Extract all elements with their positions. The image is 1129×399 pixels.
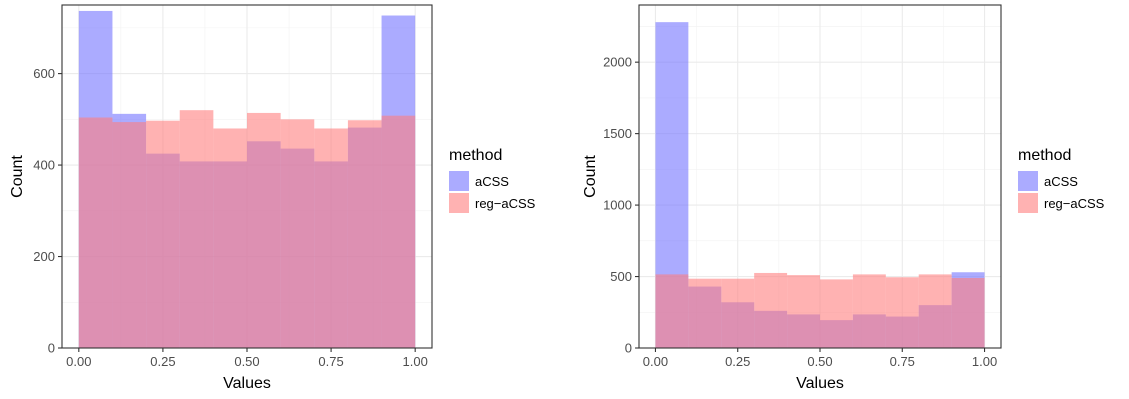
histogram-bar-reg-acss bbox=[852, 274, 886, 348]
x-tick-label: 0.75 bbox=[890, 354, 915, 369]
y-tick-label: 1500 bbox=[603, 126, 632, 141]
legend-title: method bbox=[1018, 147, 1071, 164]
y-tick-label: 2000 bbox=[603, 55, 632, 70]
legend-swatch-acss bbox=[449, 171, 469, 191]
x-tick-label: 1.00 bbox=[972, 354, 997, 369]
x-tick-label: 0.00 bbox=[643, 354, 668, 369]
x-tick-label: 0.75 bbox=[318, 354, 343, 369]
histogram-bar-reg-acss bbox=[721, 278, 755, 348]
histogram-panel-left: 0 200 400 600 0.00 0.25 0.50 0.75 1.00 Values Coun… bbox=[0, 0, 564, 394]
y-tick-label: 200 bbox=[33, 249, 55, 264]
histogram-bar-reg-acss bbox=[655, 274, 689, 348]
x-tick-label: 0.00 bbox=[66, 354, 91, 369]
y-tick-label: 500 bbox=[610, 269, 632, 284]
legend-swatch-reg-acss bbox=[1018, 193, 1038, 213]
histogram-bar-reg-acss bbox=[179, 110, 214, 348]
legend-label-acss: aCSS bbox=[1044, 174, 1078, 189]
x-tick-label: 0.25 bbox=[725, 354, 750, 369]
histogram-bar-reg-acss bbox=[754, 272, 788, 348]
histogram-bar-reg-acss bbox=[918, 274, 952, 348]
histogram-bar-reg-acss bbox=[347, 120, 382, 348]
histogram-bar-reg-acss bbox=[78, 117, 113, 348]
x-axis-title: Values bbox=[796, 375, 844, 392]
histogram-bar-reg-acss bbox=[381, 115, 416, 348]
histogram-bar-reg-acss bbox=[112, 122, 147, 348]
y-axis-title: Count bbox=[9, 155, 26, 198]
y-axis-title: Count bbox=[582, 155, 599, 198]
legend-label-reg-acss: reg−aCSS bbox=[475, 196, 536, 211]
x-tick-label: 1.00 bbox=[403, 354, 428, 369]
x-tick-label: 0.50 bbox=[234, 354, 259, 369]
histogram-right-svg: 0 500 1000 1500 2000 0.00 0.25 0.50 0.75 1.00 Valu… bbox=[582, 4, 1105, 392]
y-tick-label: 600 bbox=[33, 66, 55, 81]
x-axis-title: Values bbox=[223, 375, 271, 392]
histogram-bar-reg-acss bbox=[820, 279, 853, 348]
legend-label-reg-acss: reg−aCSS bbox=[1044, 196, 1105, 211]
x-tick-label: 0.50 bbox=[807, 354, 832, 369]
histogram-bar-reg-acss bbox=[688, 278, 722, 348]
x-tick-label: 0.25 bbox=[150, 354, 175, 369]
histogram-bar-reg-acss bbox=[951, 277, 985, 348]
histogram-bar-reg-acss bbox=[885, 277, 919, 348]
histogram-bar-reg-acss bbox=[213, 128, 247, 348]
histogram-bar-reg-acss bbox=[247, 112, 281, 348]
y-tick-label: 0 bbox=[625, 341, 632, 356]
y-tick-label: 400 bbox=[33, 158, 55, 173]
histogram-bar-reg-acss bbox=[280, 119, 315, 348]
y-tick-label: 1000 bbox=[603, 198, 632, 213]
histogram-bar-reg-acss bbox=[787, 275, 820, 348]
legend-title: method bbox=[449, 147, 502, 164]
histogram-bar-reg-acss bbox=[146, 120, 180, 349]
histogram-panel-right: 0 500 1000 1500 2000 0.00 0.25 0.50 0.75 1.00 Valu… bbox=[565, 0, 1129, 394]
histogram-bar-reg-acss bbox=[314, 128, 348, 348]
y-tick-label: 0 bbox=[48, 341, 55, 356]
legend-label-acss: aCSS bbox=[475, 174, 509, 189]
legend-swatch-reg-acss bbox=[449, 193, 469, 213]
histogram-left-svg: 0 200 400 600 0.00 0.25 0.50 0.75 1.00 Values Coun… bbox=[9, 4, 536, 392]
legend-swatch-acss bbox=[1018, 171, 1038, 191]
